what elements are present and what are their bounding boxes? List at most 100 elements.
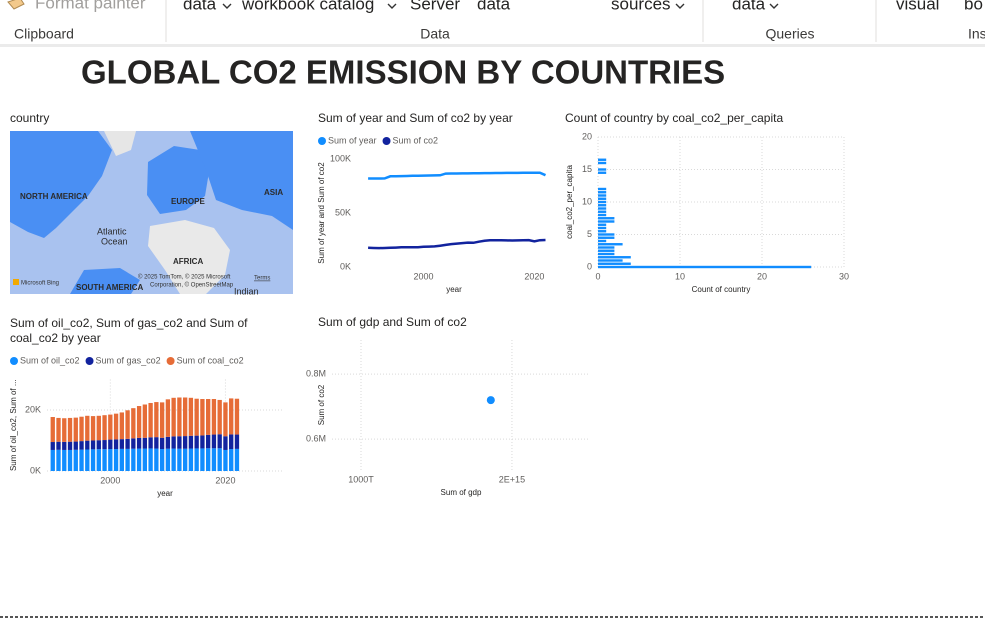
bar-segment bbox=[154, 448, 159, 471]
bar-segment bbox=[165, 436, 171, 449]
ribbon-button[interactable]: sources bbox=[611, 0, 671, 13]
bar bbox=[598, 262, 631, 265]
bar-segment bbox=[182, 397, 188, 437]
bar-segment bbox=[229, 434, 234, 450]
ribbon-button[interactable]: Format painter bbox=[35, 0, 146, 12]
bar-segment bbox=[119, 448, 124, 471]
format-painter-icon[interactable] bbox=[7, 0, 25, 10]
bar-segment bbox=[62, 418, 67, 442]
bar-segment bbox=[234, 434, 240, 449]
chart-title: Sum of gdp and Sum of co2 bbox=[318, 315, 467, 329]
ribbon-button[interactable]: data bbox=[732, 0, 766, 13]
map-label: Atlantic bbox=[97, 226, 127, 236]
bar-segment bbox=[234, 398, 240, 435]
bar bbox=[598, 204, 607, 207]
bar-segment bbox=[177, 448, 182, 471]
bar-segment bbox=[171, 397, 176, 437]
map-label: AFRICA bbox=[173, 257, 203, 266]
bar-segment bbox=[102, 449, 107, 471]
bar-segment bbox=[234, 448, 240, 471]
bar bbox=[598, 239, 607, 243]
chart-title: Sum of oil_co2, Sum of gas_co2 and Sum o… bbox=[10, 316, 248, 345]
chart-title: Sum of year and Sum of co2 by year bbox=[318, 111, 513, 125]
bar-segment bbox=[96, 440, 101, 450]
chevron[interactable] bbox=[769, 3, 779, 9]
bar-segment bbox=[62, 449, 67, 471]
bar-segment bbox=[217, 399, 222, 435]
ribbon-button[interactable]: data bbox=[477, 0, 511, 13]
x-axis-title: year bbox=[446, 285, 462, 294]
bar-segment bbox=[90, 416, 96, 441]
line-series bbox=[368, 171, 547, 180]
bar bbox=[598, 194, 607, 197]
legend-label: Sum of coal_co2 bbox=[177, 355, 244, 365]
ribbon-button[interactable]: Server bbox=[410, 0, 460, 13]
bar-segment bbox=[165, 399, 171, 437]
bar bbox=[598, 252, 615, 256]
y-tick-label: 0.6M bbox=[306, 434, 326, 444]
bar-segment bbox=[90, 449, 96, 471]
x-tick-label: 30 bbox=[839, 271, 849, 281]
bar bbox=[598, 249, 615, 252]
legend-marker bbox=[10, 357, 18, 365]
x-tick-label: 2000 bbox=[100, 475, 120, 485]
bar-segment bbox=[142, 437, 148, 449]
map-attribution: Corporation, © OpenStreetMap bbox=[150, 282, 234, 289]
bar-segment bbox=[171, 448, 176, 471]
y-tick-label: 15 bbox=[582, 164, 592, 174]
bar-segment bbox=[108, 449, 113, 471]
bar bbox=[598, 168, 607, 171]
bar-segment bbox=[154, 437, 159, 449]
bar-segment bbox=[85, 440, 90, 450]
bar-segment bbox=[67, 441, 73, 450]
chevron[interactable] bbox=[675, 3, 685, 9]
bar bbox=[598, 197, 607, 200]
bar-segment bbox=[85, 415, 90, 441]
bar-segment bbox=[200, 448, 205, 471]
ribbon-button[interactable]: visual bbox=[896, 0, 939, 13]
bar bbox=[598, 217, 615, 220]
bar-segment bbox=[142, 404, 148, 438]
bar-segment bbox=[79, 416, 84, 442]
bar-segment bbox=[73, 417, 78, 442]
bar bbox=[598, 161, 607, 165]
bar-segment bbox=[223, 402, 228, 437]
y-tick-label: 20K bbox=[25, 404, 41, 414]
y-tick-label: 10 bbox=[582, 196, 592, 206]
bar-segment bbox=[125, 438, 130, 449]
map-land bbox=[190, 131, 293, 230]
chevron[interactable] bbox=[387, 3, 397, 9]
ribbon-button[interactable]: bo bbox=[964, 0, 983, 13]
bar-segment bbox=[188, 448, 194, 471]
bar-segment bbox=[79, 441, 84, 450]
legend-label: Sum of co2 bbox=[393, 135, 439, 145]
bar-segment bbox=[188, 397, 194, 436]
bar-segment bbox=[159, 402, 165, 438]
bar-segment bbox=[211, 434, 217, 449]
bar-segment bbox=[96, 449, 101, 471]
bar-segment bbox=[136, 406, 142, 438]
bar-segment bbox=[102, 440, 107, 450]
bar-segment bbox=[142, 448, 148, 471]
map-land bbox=[10, 131, 112, 238]
map-label: EUROPE bbox=[171, 197, 205, 206]
bar-segment bbox=[148, 437, 153, 449]
x-tick-label: 0 bbox=[595, 271, 600, 281]
bar-segment bbox=[119, 412, 124, 440]
x-tick-label: 2020 bbox=[215, 475, 235, 485]
bar-segment bbox=[182, 448, 188, 471]
bar-segment bbox=[67, 449, 73, 471]
bar-segment bbox=[73, 449, 78, 471]
bar-segment bbox=[136, 448, 142, 471]
legend-label: Sum of gas_co2 bbox=[96, 355, 161, 365]
ribbon bbox=[0, 0, 985, 44]
chevron[interactable] bbox=[222, 3, 232, 9]
bar-segment bbox=[131, 448, 136, 471]
bar bbox=[598, 265, 812, 269]
ribbon-button[interactable]: workbook catalog bbox=[241, 0, 374, 13]
bar-segment bbox=[73, 441, 78, 450]
bar-segment bbox=[113, 449, 119, 471]
group-label: Queries bbox=[765, 26, 814, 42]
ribbon-button[interactable]: data bbox=[183, 0, 217, 13]
